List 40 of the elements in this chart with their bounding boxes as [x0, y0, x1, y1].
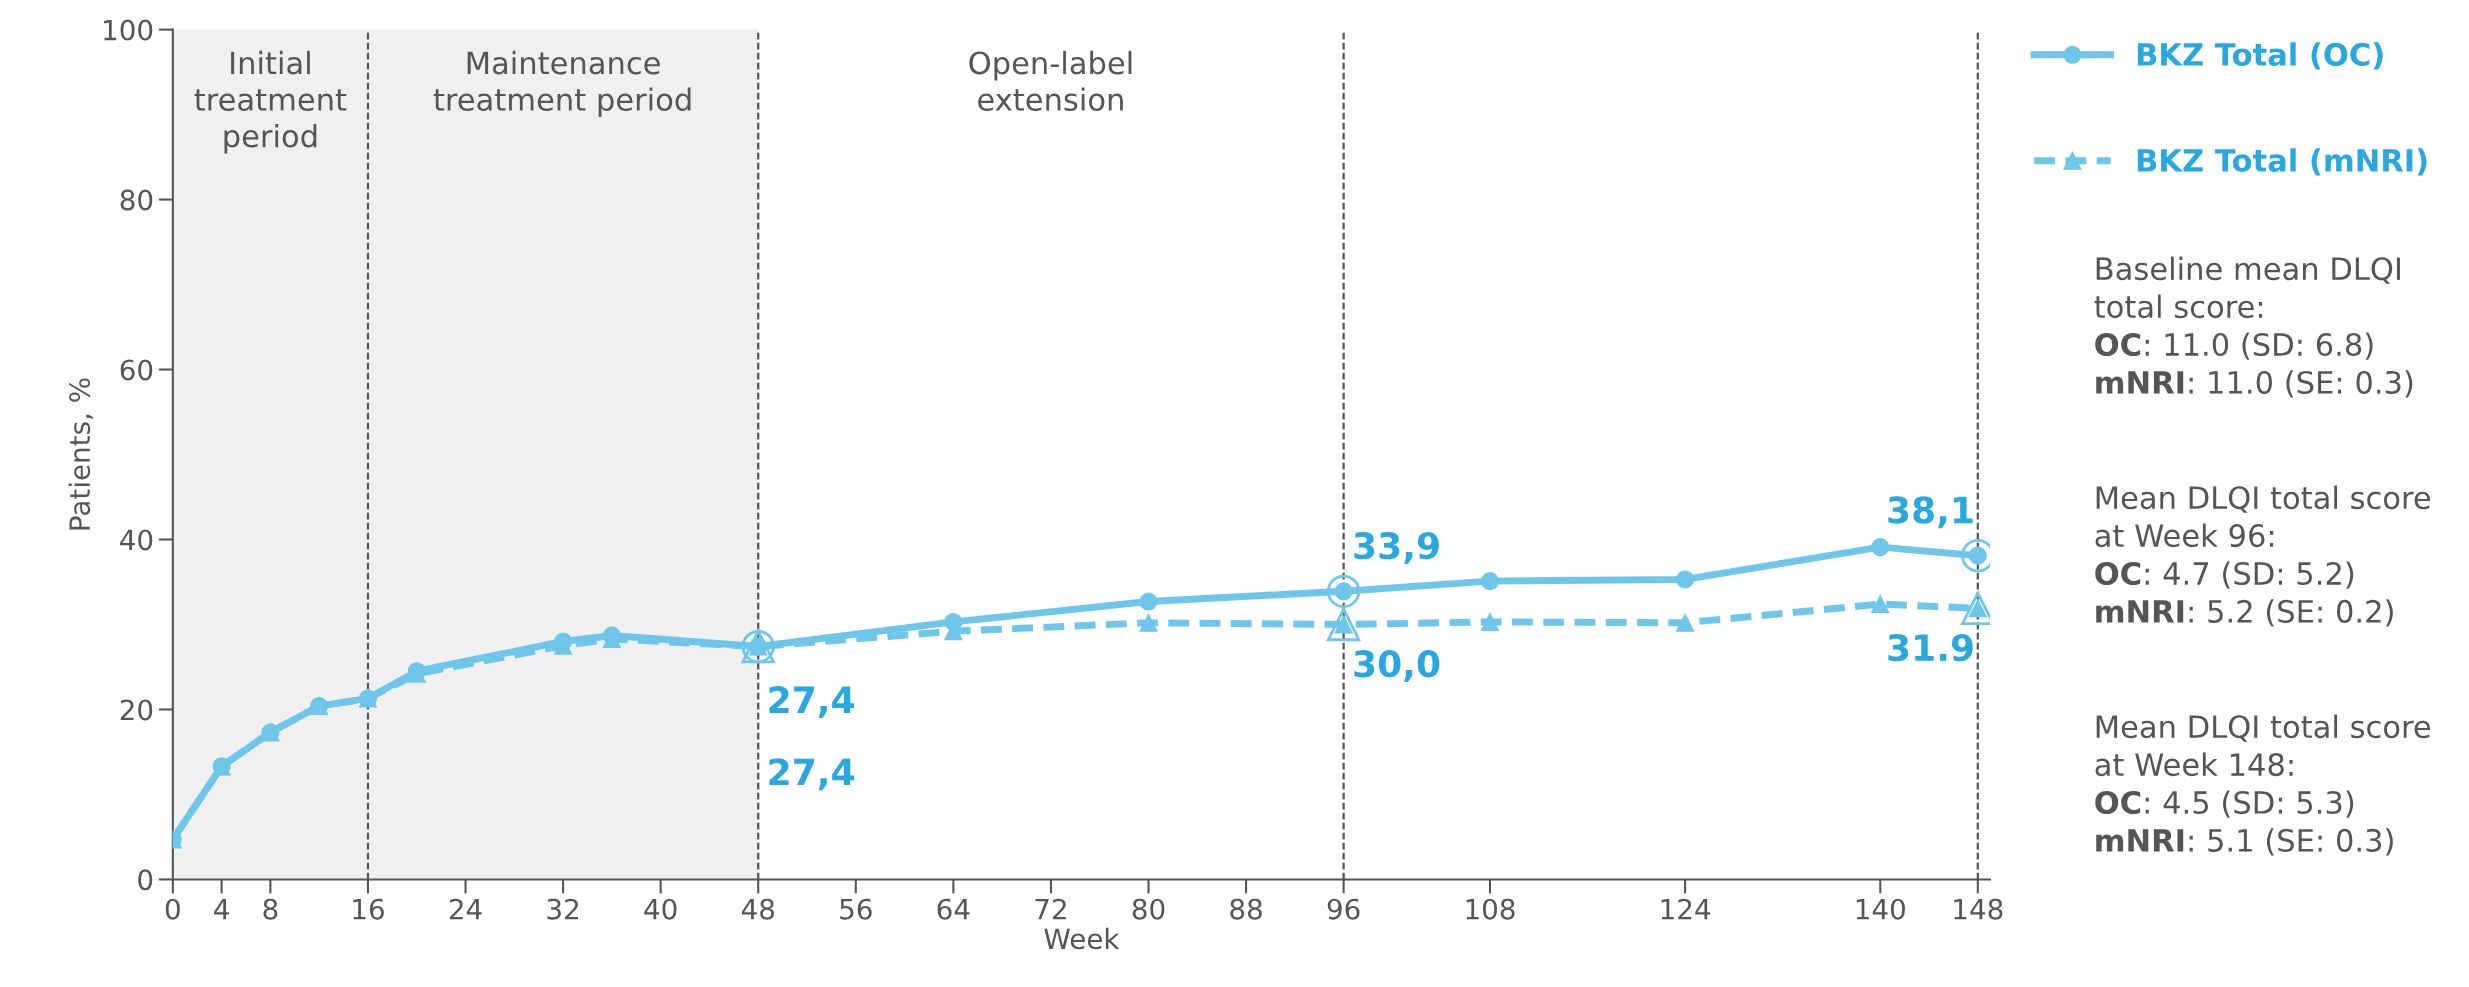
annotation: Maintenance treatment period: [433, 50, 691, 117]
x-tick-label: 48: [741, 898, 774, 920]
text: Mean DLQI total score at Week 148: OC: 4.5 (SD: 5.3) mNRI: 5.1 (SE: 0.3): [2095, 714, 2431, 856]
data-label: 30,0: [1354, 650, 1440, 683]
data-label: 27,4: [769, 686, 854, 719]
data-label: 33,9: [1354, 532, 1439, 564]
x-tick-label: 64: [937, 898, 970, 920]
x-tick-label: 40: [644, 898, 677, 920]
text: Baseline mean DLQI total score: OC: 11.0 (SD: 6.8) mNRI: 11.0 (SE: 0.3): [2094, 256, 2413, 398]
y-tick-label: 40: [120, 529, 153, 551]
text: Mean DLQI total score at Week 96: OC: 4.7 (SD: 5.2) mNRI: 5.2 (SE: 0.2): [2095, 485, 2431, 627]
x-tick-label: 80: [1132, 898, 1165, 920]
legend-label: BKZ Total (mNRI): [2137, 148, 2427, 176]
x-tick-label: 96: [1327, 898, 1360, 920]
data-label: 27,4: [769, 758, 854, 791]
y-tick-label: 80: [120, 189, 153, 211]
x-tick-label: 88: [1230, 898, 1262, 920]
x-tick-label: 8: [263, 898, 278, 920]
y-tick-label: 0: [138, 869, 153, 891]
x-axis-title: Week: [1044, 927, 1120, 950]
data-label: 31.9: [1888, 633, 1973, 662]
x-tick-label: 148: [1954, 898, 2003, 920]
y-axis-title: Patients, %: [68, 378, 93, 530]
x-tick-label: 72: [1035, 898, 1066, 920]
annotation: Open-label extension: [969, 50, 1132, 112]
y-tick-label: 20: [120, 699, 153, 721]
x-tick-label: 0: [165, 898, 180, 920]
x-tick-label: 4: [214, 899, 229, 920]
x-tick-label: 140: [1856, 898, 1905, 920]
y-tick-label: 100: [104, 19, 153, 41]
x-tick-label: 24: [449, 898, 482, 920]
x-tick-label: 16: [353, 898, 384, 920]
annotation: Initial treatment period: [194, 50, 347, 154]
data-label: 38,1: [1888, 496, 1973, 529]
x-tick-label: 56: [840, 898, 872, 920]
x-tick-label: 124: [1661, 898, 1711, 920]
x-tick-label: 32: [547, 898, 578, 920]
y-tick-label: 60: [120, 359, 153, 381]
x-tick-label: 108: [1466, 898, 1515, 920]
legend-label: BKZ Total (OC): [2137, 42, 2383, 70]
